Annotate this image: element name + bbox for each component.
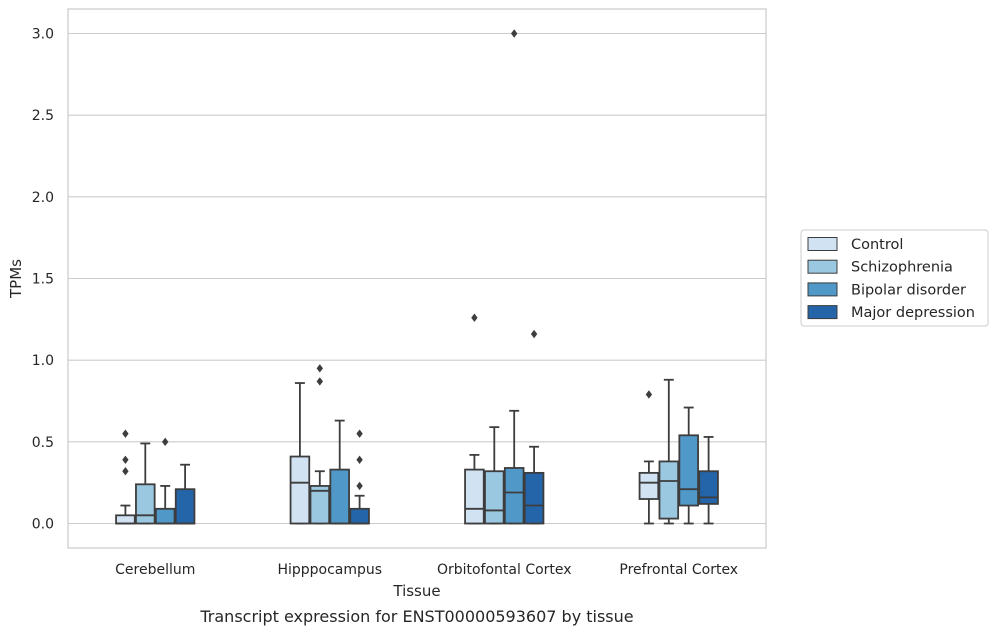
x-tick-label: Prefrontal Cortex bbox=[619, 562, 738, 578]
box-iqr bbox=[678, 434, 699, 507]
box-iqr bbox=[135, 483, 156, 525]
outlier-point bbox=[530, 329, 538, 339]
x-tick-label: Cerebellum bbox=[115, 562, 195, 578]
y-tick-label: 1.0 bbox=[32, 353, 54, 369]
outlier-point bbox=[122, 467, 129, 476]
box-major-depression bbox=[174, 463, 196, 525]
outlier-point bbox=[122, 455, 129, 464]
outlier-point bbox=[316, 364, 324, 373]
legend-label: Major depression bbox=[851, 305, 975, 321]
box-iqr bbox=[154, 507, 176, 525]
legend-label: Bipolar disorder bbox=[851, 282, 966, 298]
box-iqr bbox=[658, 460, 680, 520]
box-schizophrenia bbox=[484, 426, 505, 525]
outlier-point bbox=[510, 29, 518, 38]
box-iqr bbox=[523, 471, 545, 525]
outlier-point bbox=[122, 429, 129, 438]
box-iqr bbox=[503, 467, 525, 525]
box-schizophrenia bbox=[135, 442, 156, 525]
box-major-depression bbox=[698, 436, 719, 525]
outlier-point bbox=[161, 437, 169, 447]
box-schizophrenia bbox=[658, 378, 680, 525]
outlier-point bbox=[356, 481, 363, 491]
outlier-point bbox=[471, 313, 478, 322]
box-iqr bbox=[174, 488, 196, 525]
y-tick-label: 2.0 bbox=[32, 190, 54, 206]
outlier-point bbox=[316, 377, 324, 386]
y-tick-label: 0.0 bbox=[32, 517, 54, 533]
y-tick-label: 3.0 bbox=[32, 27, 54, 43]
box-control bbox=[115, 429, 136, 525]
box-control bbox=[464, 313, 485, 525]
legend-swatch bbox=[807, 259, 838, 274]
y-axis-label: TPMs bbox=[7, 259, 25, 299]
y-tick-label: 2.5 bbox=[32, 108, 54, 124]
legend-swatch bbox=[807, 305, 838, 320]
y-tick-labels: 0.0 0.5 1.0 1.5 2.0 2.5 3.0 bbox=[32, 27, 54, 533]
box-major-depression bbox=[523, 329, 545, 525]
legend-label: Control bbox=[851, 237, 903, 253]
chart-caption: Transcript expression for ENST0000059360… bbox=[199, 607, 633, 626]
grid-lines bbox=[68, 32, 766, 525]
legend-swatch bbox=[807, 237, 838, 251]
box-iqr bbox=[484, 470, 505, 525]
box-iqr bbox=[349, 507, 370, 525]
box-major-depression bbox=[349, 429, 370, 525]
box-plot-boxes bbox=[115, 29, 719, 525]
box-bipolar-disorder bbox=[154, 437, 176, 525]
legend: Control Schizophrenia Bipolar disorder Majo… bbox=[800, 229, 989, 327]
box-bipolar-disorder bbox=[329, 419, 350, 525]
outlier-point bbox=[356, 429, 363, 438]
legend-label: Schizophrenia bbox=[851, 260, 953, 276]
x-tick-label: Hipppocampus bbox=[277, 562, 382, 578]
legend-swatch bbox=[807, 282, 838, 297]
box-iqr bbox=[464, 468, 485, 525]
plot-frame bbox=[67, 8, 767, 549]
y-tick-label: 1.5 bbox=[32, 272, 54, 288]
y-tick-label: 0.5 bbox=[32, 435, 54, 451]
x-axis-label: Tissue bbox=[392, 582, 440, 600]
box-iqr bbox=[309, 485, 331, 525]
box-control bbox=[289, 382, 311, 525]
box-iqr bbox=[698, 470, 719, 505]
outlier-point bbox=[645, 390, 653, 399]
box-iqr bbox=[289, 455, 311, 525]
x-tick-label: Orbitofontal Cortex bbox=[437, 562, 572, 578]
box-bipolar-disorder bbox=[678, 406, 699, 525]
x-tick-labels: Cerebellum Hipppocampus Orbitofontal Corte… bbox=[115, 562, 738, 578]
box-bipolar-disorder bbox=[503, 29, 525, 525]
box-iqr bbox=[329, 468, 350, 525]
box-control bbox=[638, 390, 660, 525]
box-iqr bbox=[115, 514, 136, 525]
box-schizophrenia bbox=[309, 364, 331, 525]
outlier-point bbox=[356, 455, 363, 464]
legend-frame bbox=[800, 229, 989, 327]
box-iqr bbox=[638, 471, 660, 500]
